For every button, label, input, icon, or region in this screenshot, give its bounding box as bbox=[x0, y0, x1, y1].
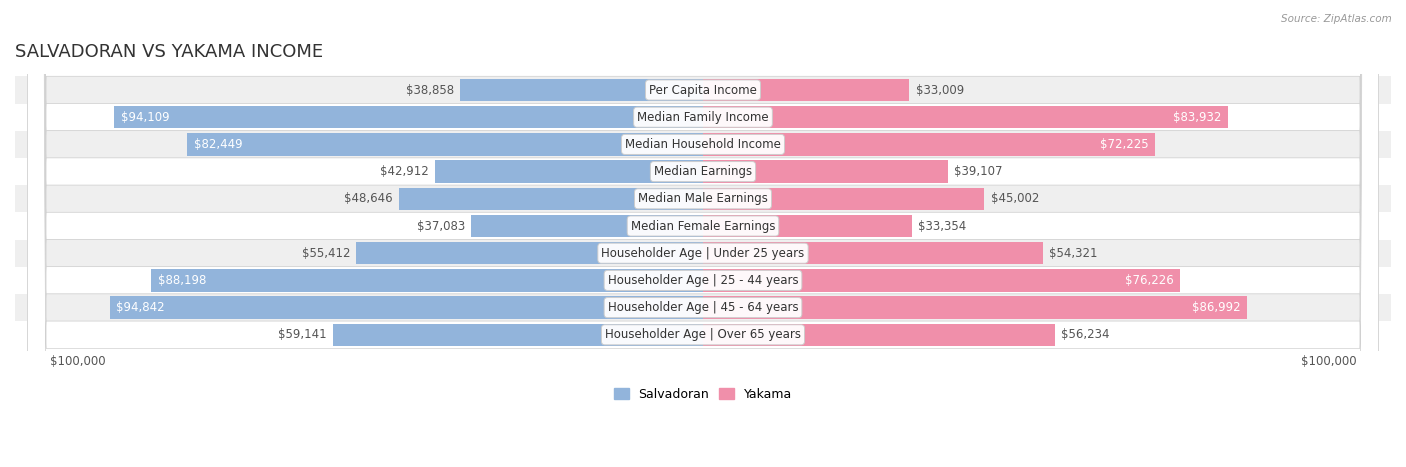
Bar bbox=[399, 188, 703, 210]
Text: $86,992: $86,992 bbox=[1192, 301, 1241, 314]
Text: $94,109: $94,109 bbox=[121, 111, 169, 124]
Text: $38,858: $38,858 bbox=[405, 84, 454, 97]
Bar bbox=[703, 133, 1154, 156]
Text: $42,912: $42,912 bbox=[380, 165, 429, 178]
Bar bbox=[0, 321, 1406, 348]
FancyBboxPatch shape bbox=[28, 0, 1378, 467]
Text: SALVADORAN VS YAKAMA INCOME: SALVADORAN VS YAKAMA INCOME bbox=[15, 43, 323, 61]
Text: Householder Age | 25 - 44 years: Householder Age | 25 - 44 years bbox=[607, 274, 799, 287]
Text: Householder Age | 45 - 64 years: Householder Age | 45 - 64 years bbox=[607, 301, 799, 314]
Text: $94,842: $94,842 bbox=[117, 301, 165, 314]
Bar bbox=[434, 161, 703, 183]
Text: Median Male Earnings: Median Male Earnings bbox=[638, 192, 768, 205]
FancyBboxPatch shape bbox=[28, 0, 1378, 467]
Text: $39,107: $39,107 bbox=[953, 165, 1002, 178]
Bar bbox=[703, 161, 948, 183]
Bar bbox=[703, 242, 1043, 264]
Text: Median Family Income: Median Family Income bbox=[637, 111, 769, 124]
Text: Householder Age | Over 65 years: Householder Age | Over 65 years bbox=[605, 328, 801, 341]
Text: $88,198: $88,198 bbox=[157, 274, 207, 287]
FancyBboxPatch shape bbox=[28, 0, 1378, 467]
Bar bbox=[703, 324, 1054, 346]
Text: $33,009: $33,009 bbox=[915, 84, 965, 97]
Text: $55,412: $55,412 bbox=[302, 247, 350, 260]
Bar bbox=[703, 188, 984, 210]
FancyBboxPatch shape bbox=[28, 0, 1378, 467]
Text: Source: ZipAtlas.com: Source: ZipAtlas.com bbox=[1281, 14, 1392, 24]
Bar bbox=[0, 212, 1406, 240]
Text: $59,141: $59,141 bbox=[278, 328, 326, 341]
Bar bbox=[703, 79, 910, 101]
FancyBboxPatch shape bbox=[28, 0, 1378, 467]
Text: $48,646: $48,646 bbox=[344, 192, 392, 205]
Bar bbox=[0, 267, 1406, 294]
FancyBboxPatch shape bbox=[28, 0, 1378, 467]
Bar bbox=[0, 77, 1406, 104]
Bar bbox=[0, 240, 1406, 267]
Text: Median Female Earnings: Median Female Earnings bbox=[631, 219, 775, 233]
Bar bbox=[703, 215, 911, 237]
FancyBboxPatch shape bbox=[28, 0, 1378, 467]
Bar bbox=[0, 294, 1406, 321]
Bar bbox=[703, 269, 1180, 291]
Text: $37,083: $37,083 bbox=[416, 219, 465, 233]
Legend: Salvadoran, Yakama: Salvadoran, Yakama bbox=[609, 383, 797, 406]
Bar bbox=[703, 297, 1247, 319]
Bar bbox=[0, 185, 1406, 212]
Bar bbox=[0, 158, 1406, 185]
Text: $54,321: $54,321 bbox=[1049, 247, 1098, 260]
Text: $72,225: $72,225 bbox=[1099, 138, 1149, 151]
Bar bbox=[357, 242, 703, 264]
Text: $83,932: $83,932 bbox=[1174, 111, 1222, 124]
Bar bbox=[110, 297, 703, 319]
Text: $45,002: $45,002 bbox=[991, 192, 1039, 205]
Bar bbox=[703, 106, 1227, 128]
Text: $82,449: $82,449 bbox=[194, 138, 242, 151]
Text: $33,354: $33,354 bbox=[918, 219, 966, 233]
Bar bbox=[333, 324, 703, 346]
Bar bbox=[152, 269, 703, 291]
Bar bbox=[187, 133, 703, 156]
Text: $76,226: $76,226 bbox=[1125, 274, 1174, 287]
Text: Median Household Income: Median Household Income bbox=[626, 138, 780, 151]
FancyBboxPatch shape bbox=[28, 0, 1378, 467]
Text: Median Earnings: Median Earnings bbox=[654, 165, 752, 178]
FancyBboxPatch shape bbox=[28, 0, 1378, 467]
Bar bbox=[0, 131, 1406, 158]
FancyBboxPatch shape bbox=[28, 0, 1378, 467]
Bar bbox=[460, 79, 703, 101]
Text: $56,234: $56,234 bbox=[1062, 328, 1109, 341]
Text: Householder Age | Under 25 years: Householder Age | Under 25 years bbox=[602, 247, 804, 260]
Text: Per Capita Income: Per Capita Income bbox=[650, 84, 756, 97]
Bar bbox=[471, 215, 703, 237]
Bar bbox=[0, 104, 1406, 131]
Bar bbox=[114, 106, 703, 128]
